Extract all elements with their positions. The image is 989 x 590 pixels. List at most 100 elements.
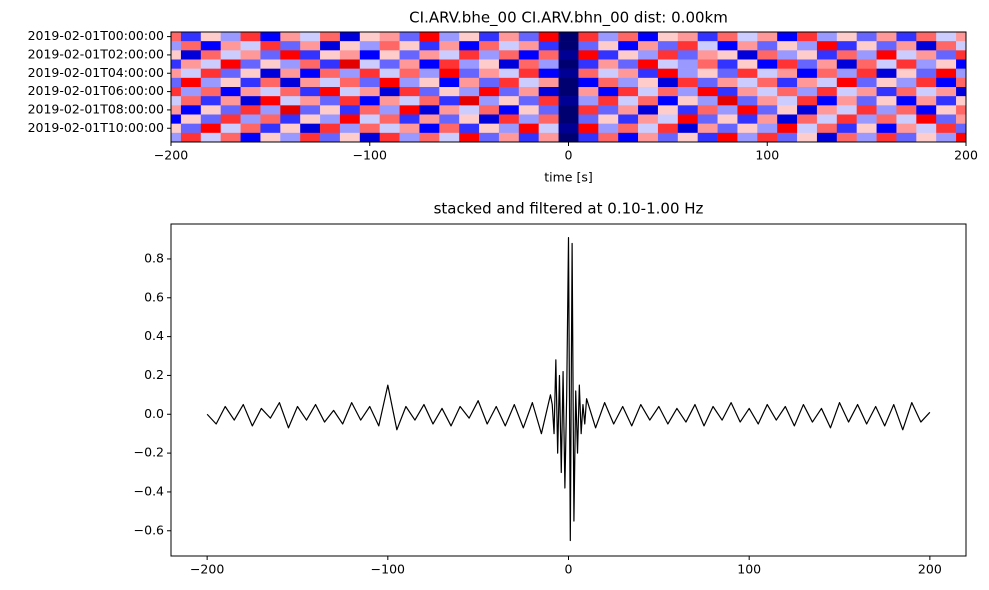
heatmap-cell — [816, 50, 838, 60]
heatmap-cell — [459, 87, 480, 97]
heatmap-cell — [558, 59, 579, 69]
heatmap-cell — [359, 132, 380, 142]
heatmap-cell — [598, 123, 619, 134]
heatmap-cell — [240, 32, 261, 42]
heatmap-cell — [677, 96, 698, 106]
heatmap-cell — [399, 105, 420, 115]
heatmap-cell — [200, 87, 221, 97]
heatmap-cell — [240, 114, 261, 124]
heatmap-cell — [896, 96, 917, 106]
heatmap-cell — [638, 87, 659, 97]
heatmap-cell — [280, 114, 301, 124]
heatmap-cell — [171, 123, 182, 134]
heatmap-cell — [797, 105, 818, 115]
heatmap-cell — [171, 87, 182, 97]
heatmap-cell — [618, 41, 639, 51]
heatmap-cell — [876, 32, 897, 42]
heatmap-cell — [657, 96, 679, 106]
heatmap-cell — [439, 77, 460, 88]
heatmap-cell — [200, 32, 221, 42]
heatmap-cell — [797, 50, 818, 60]
heatmap-cell — [538, 41, 559, 51]
heatmap-cell — [280, 105, 301, 115]
heatmap-cell — [578, 41, 599, 51]
heatmap-cell — [359, 96, 380, 106]
heatmap-cell — [717, 50, 738, 60]
heatmap-cell — [439, 96, 460, 106]
x-tick-label: −200 — [154, 148, 188, 163]
heatmap-cell — [200, 68, 221, 79]
heatmap-cell — [836, 41, 857, 51]
heatmap-cell — [956, 96, 966, 106]
heatmap-cell — [697, 87, 718, 97]
heatmap-cell — [618, 96, 639, 106]
heatmap-cell — [956, 41, 966, 51]
heatmap-cell — [171, 68, 182, 79]
heatmap-cell — [638, 32, 659, 42]
heatmap-cell — [518, 96, 539, 106]
heatmap-cell — [757, 32, 778, 42]
heatmap-cell — [171, 77, 182, 88]
heatmap-cell — [697, 32, 718, 42]
heatmap-cell — [220, 41, 241, 51]
heatmap-cell — [618, 132, 639, 142]
heatmap-cell — [518, 77, 539, 88]
heatmap-cell — [956, 105, 966, 115]
heatmap-cell — [518, 32, 539, 42]
heatmap-cell — [936, 77, 957, 88]
heatmap-cell — [558, 32, 579, 42]
heatmap-cell — [936, 87, 957, 97]
heatmap-cell — [916, 77, 937, 88]
heatmap-cell — [697, 41, 718, 51]
heatmap-cell — [737, 105, 758, 115]
heatmap-cell — [638, 77, 659, 88]
heatmap-cell — [777, 41, 798, 51]
heatmap-cell — [777, 132, 798, 142]
heatmap-cell — [260, 50, 281, 60]
heatmap-cell — [598, 41, 619, 51]
heatmap-cell — [638, 59, 659, 69]
heatmap-cell — [876, 114, 897, 124]
x-tick-label: −100 — [353, 148, 387, 163]
heatmap-cell — [359, 77, 380, 88]
heatmap-cell — [479, 41, 500, 51]
heatmap-cell — [737, 41, 758, 51]
heatmap-cell — [339, 68, 361, 79]
heatmap-cell — [797, 68, 818, 79]
heatmap-cell — [578, 132, 599, 142]
heatmap-cell — [578, 77, 599, 88]
heatmap-cell — [240, 50, 261, 60]
heatmap-cell — [171, 59, 182, 69]
heatmap-cell — [180, 32, 202, 42]
heatmap-cell — [260, 41, 281, 51]
heatmap-cell — [936, 105, 957, 115]
heatmap-cell — [936, 114, 957, 124]
heatmap-cell — [737, 114, 758, 124]
heatmap-cell — [300, 123, 321, 134]
heatmap-cell — [598, 132, 619, 142]
heatmap-cell — [479, 50, 500, 60]
heatmap-cell — [339, 123, 361, 134]
heatmap-cell — [320, 41, 341, 51]
heatmap-cell — [240, 77, 261, 88]
heatmap-cell — [598, 68, 619, 79]
heatmap-cell — [876, 77, 897, 88]
heatmap-cell — [180, 114, 202, 124]
heatmap-cell — [797, 59, 818, 69]
heatmap-cell — [876, 123, 897, 134]
heatmap-cell — [657, 87, 679, 97]
heatmap-cell — [320, 105, 341, 115]
heatmap-cell — [439, 114, 460, 124]
heatmap-cell — [379, 59, 400, 69]
heatmap-cell — [180, 87, 202, 97]
heatmap-cell — [816, 96, 838, 106]
heatmap-cells — [171, 32, 966, 142]
heatmap-cell — [419, 41, 440, 51]
heatmap-cell — [797, 96, 818, 106]
heatmap-cell — [339, 114, 361, 124]
heatmap-cell — [896, 105, 917, 115]
heatmap-cell — [757, 105, 778, 115]
chart-title: CI.ARV.bhe_00 CI.ARV.bhn_00 dist: 0.00km — [409, 9, 728, 28]
heatmap-cell — [836, 105, 857, 115]
heatmap-cell — [240, 59, 261, 69]
